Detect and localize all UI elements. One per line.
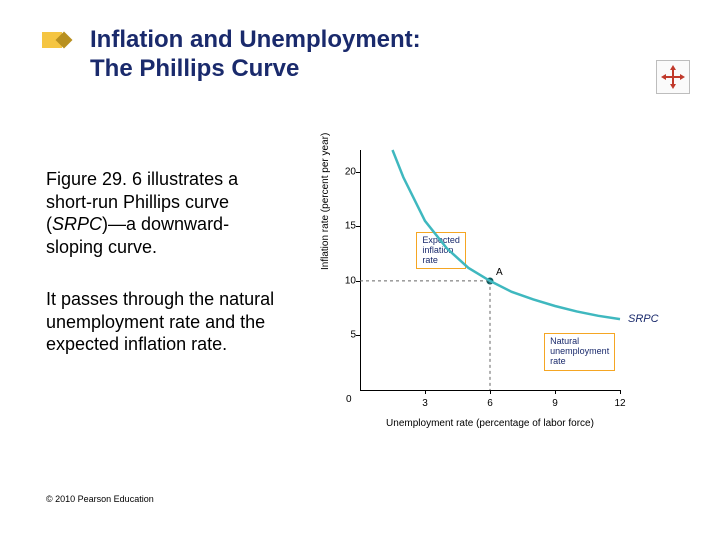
paragraph-2: It passes through the natural unemployme… bbox=[46, 288, 276, 356]
body-text: Figure 29. 6 illustrates a short-run Phi… bbox=[46, 168, 276, 386]
paragraph-1: Figure 29. 6 illustrates a short-run Phi… bbox=[46, 168, 276, 258]
title-line2: The Phillips Curve bbox=[90, 55, 421, 84]
title-line1: Inflation and Unemployment: bbox=[90, 26, 421, 55]
y-axis-title: Inflation rate (percent per year) bbox=[320, 133, 331, 270]
plot-area: 510152036912ASRPCExpectedinflationrateNa… bbox=[360, 150, 620, 390]
origin-label: 0 bbox=[346, 394, 352, 405]
slide-title: Inflation and Unemployment: The Phillips… bbox=[42, 26, 421, 84]
phillips-curve-chart: Inflation rate (percent per year) 510152… bbox=[300, 140, 700, 450]
title-text: Inflation and Unemployment: The Phillips… bbox=[90, 26, 421, 84]
bullet-icon bbox=[42, 30, 80, 50]
move-arrows-icon bbox=[656, 60, 690, 94]
copyright: © 2010 Pearson Education bbox=[46, 494, 154, 504]
x-axis-title: Unemployment rate (percentage of labor f… bbox=[386, 418, 594, 429]
srpc-label: SRPC bbox=[628, 313, 659, 325]
